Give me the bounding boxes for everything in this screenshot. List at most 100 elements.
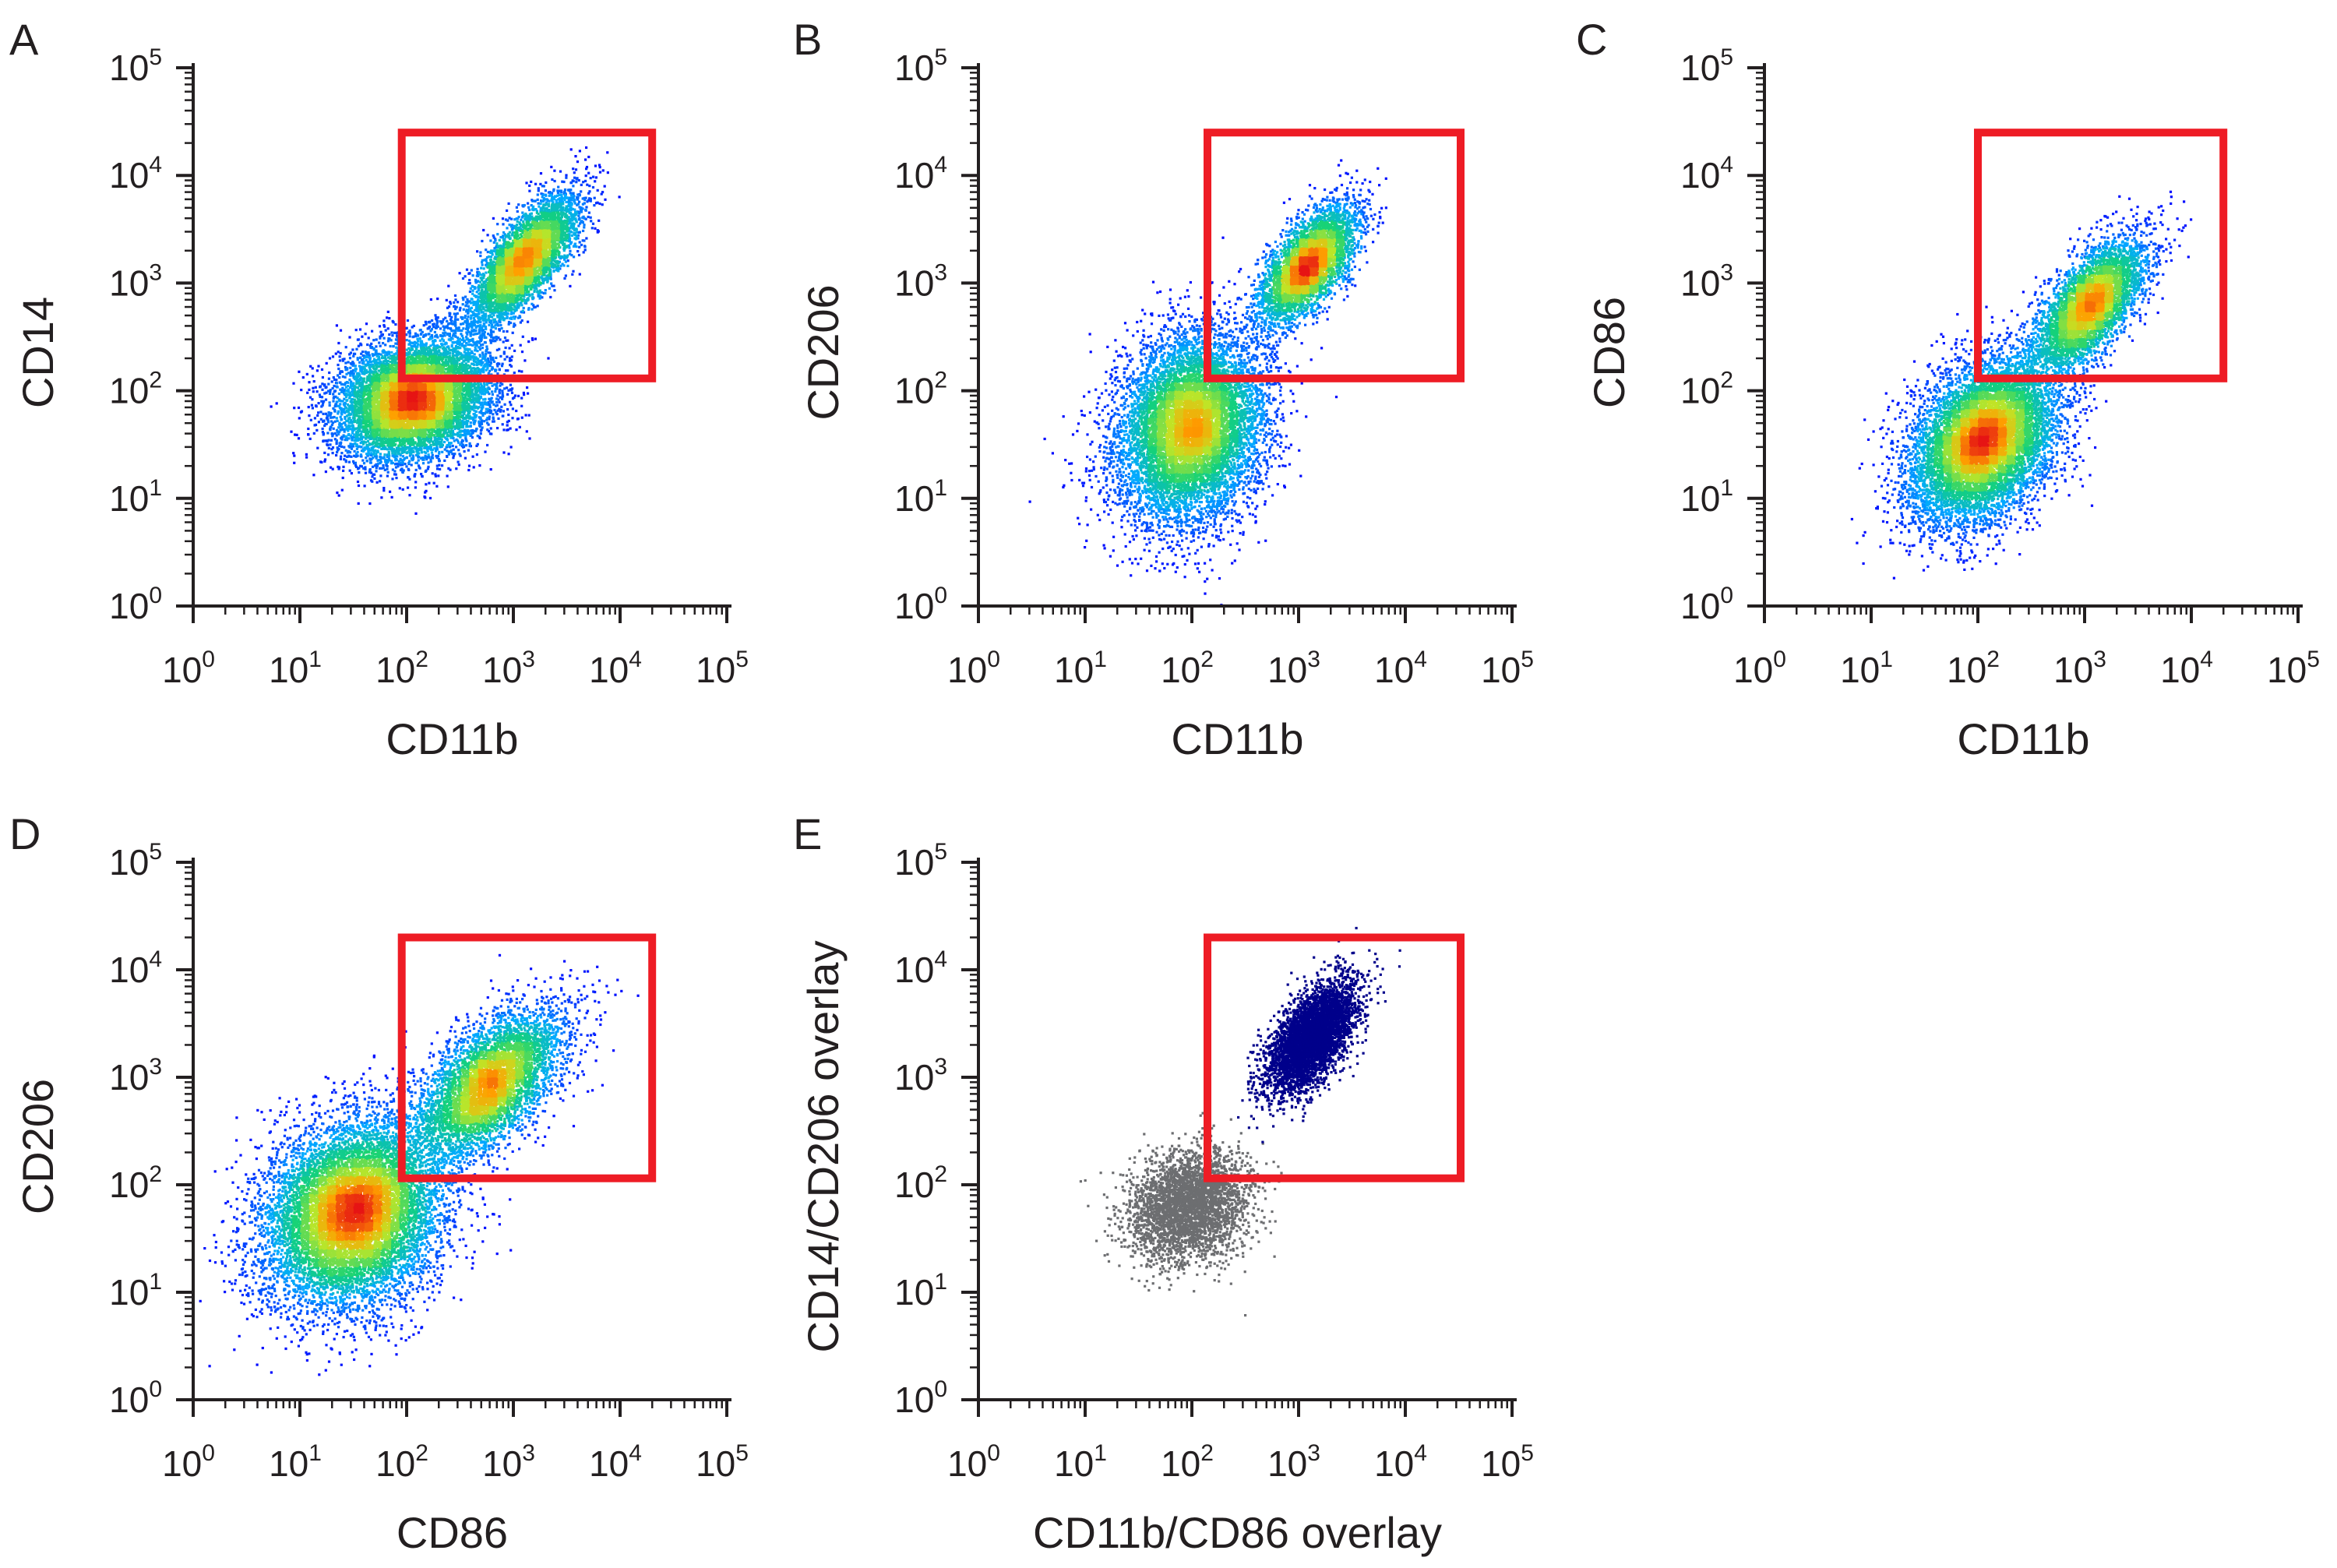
data-point [418, 464, 420, 467]
data-point [518, 370, 520, 372]
data-point [515, 428, 517, 431]
data-point [312, 474, 315, 476]
data-point [592, 176, 594, 178]
data-point [309, 396, 312, 399]
data-point [487, 234, 489, 236]
data-point [332, 355, 334, 358]
data-point [308, 406, 310, 408]
data-point [512, 407, 514, 410]
data-point [320, 418, 323, 421]
data-point [579, 150, 581, 152]
data-point [318, 421, 320, 423]
data-point [305, 453, 308, 456]
data-point [473, 466, 475, 468]
data-point [348, 336, 351, 338]
data-points-a [270, 146, 621, 515]
data-point [469, 282, 471, 284]
data-point [388, 317, 390, 319]
data-point [446, 307, 449, 309]
data-point [393, 332, 396, 334]
data-point [521, 351, 523, 353]
data-point [601, 203, 604, 206]
data-point [520, 344, 522, 347]
data-point [335, 353, 337, 355]
data-point [293, 462, 295, 464]
data-point [392, 320, 394, 322]
data-point [601, 193, 603, 196]
data-point [502, 414, 504, 417]
data-point [342, 470, 344, 472]
data-point [503, 351, 506, 353]
data-point [379, 480, 381, 482]
data-point [456, 301, 459, 303]
data-point [520, 321, 522, 323]
data-point [538, 189, 540, 192]
data-point [301, 410, 303, 413]
data-point [330, 448, 333, 450]
data-point [408, 494, 411, 496]
data-point [429, 497, 432, 499]
panel-a: A100100101101102102103103104104105105CD1… [9, 15, 749, 763]
data-point [579, 273, 581, 276]
data-point [293, 407, 295, 409]
data-point [586, 200, 588, 203]
data-point [572, 270, 574, 273]
data-point [337, 342, 340, 344]
data-point [525, 414, 527, 416]
data-point [597, 229, 599, 231]
data-point [358, 471, 360, 474]
data-point [312, 375, 314, 377]
data-point [270, 405, 273, 407]
data-point [553, 170, 555, 172]
panel-letter-a: A [9, 15, 39, 64]
data-point [383, 326, 386, 328]
data-point [585, 146, 587, 149]
data-point [305, 456, 308, 459]
data-point [439, 468, 441, 470]
data-point [584, 180, 587, 182]
data-point [550, 166, 552, 168]
data-point [413, 325, 415, 327]
data-point [591, 227, 594, 229]
data-point [358, 467, 360, 469]
data-point [376, 481, 379, 484]
data-point [402, 488, 404, 491]
data-point [506, 330, 508, 333]
data-point [349, 470, 351, 472]
data-point [407, 319, 409, 322]
data-point [531, 337, 534, 340]
data-point [499, 355, 502, 358]
data-point [438, 464, 440, 467]
data-point [508, 203, 510, 205]
data-point [467, 469, 470, 471]
data-point [354, 464, 357, 467]
data-point [464, 275, 467, 277]
data-point [319, 410, 322, 413]
data-point [592, 186, 594, 189]
data-point [509, 403, 512, 406]
data-point [327, 453, 330, 456]
data-point [339, 359, 341, 361]
data-point [407, 487, 409, 489]
data-point [359, 328, 361, 330]
data-point [479, 437, 481, 439]
data-point [316, 390, 319, 393]
data-point [382, 319, 385, 322]
data-point [538, 187, 540, 189]
data-point [293, 455, 295, 457]
data-point [590, 217, 592, 219]
data-point [486, 444, 488, 446]
data-point [331, 380, 333, 382]
data-point [337, 364, 339, 366]
data-point [395, 477, 397, 479]
data-point [314, 417, 316, 419]
data-point [527, 321, 529, 323]
data-point [338, 495, 340, 497]
data-point [298, 437, 300, 439]
data-point [509, 401, 511, 403]
data-point [300, 389, 302, 391]
data-point [510, 365, 513, 368]
data-point [312, 407, 314, 409]
data-point [588, 212, 590, 214]
data-point [382, 333, 384, 336]
